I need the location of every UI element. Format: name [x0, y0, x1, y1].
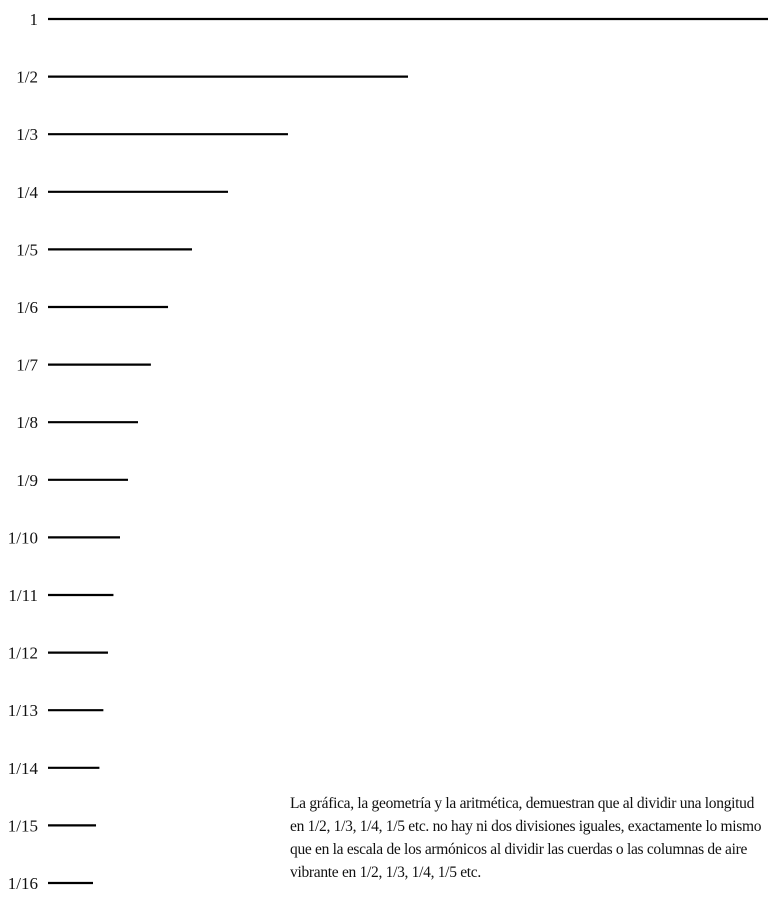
row-label: 1/15: [8, 816, 38, 835]
row-label: 1/9: [16, 471, 38, 490]
row-label: 1/10: [8, 528, 38, 547]
row-label: 1: [30, 10, 39, 29]
row-label: 1/5: [16, 240, 38, 259]
row-label: 1/14: [8, 759, 39, 778]
row-label: 1/16: [8, 874, 38, 893]
row-label: 1/13: [8, 701, 38, 720]
caption-text: La gráfica, la geometría y la aritmética…: [290, 792, 770, 884]
row-label: 1/12: [8, 644, 38, 663]
row-label: 1/2: [16, 68, 38, 87]
row-label: 1/3: [16, 125, 38, 144]
row-label: 1/4: [16, 183, 38, 202]
caption-line: que en la escala de los armónicos al div…: [290, 841, 748, 858]
caption-line: vibrante en 1/2, 1/3, 1/4, 1/5 etc.: [290, 864, 481, 881]
caption-line: La gráfica, la geometría y la aritmética…: [290, 795, 755, 812]
row-label: 1/8: [16, 413, 38, 432]
row-label: 1/11: [8, 586, 38, 605]
caption-line: en 1/2, 1/3, 1/4, 1/5 etc. no hay ni dos…: [290, 818, 762, 835]
row-label: 1/6: [16, 298, 38, 317]
row-label: 1/7: [16, 356, 38, 375]
